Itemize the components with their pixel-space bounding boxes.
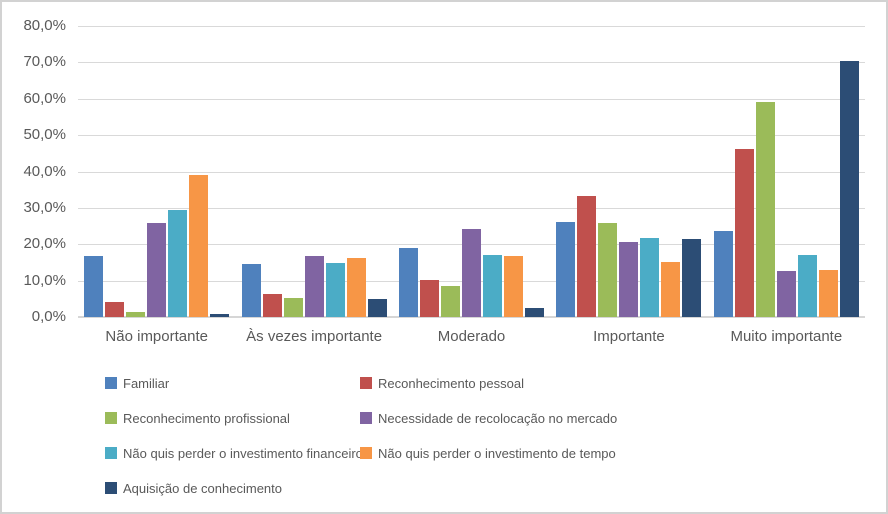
legend-item: Reconhecimento pessoal [360, 375, 617, 391]
legend-marker-icon [105, 482, 117, 494]
bar [346, 258, 366, 317]
gridline [78, 172, 865, 173]
x-axis-category-label: Não importante [105, 328, 208, 345]
bar [168, 210, 188, 317]
gridline [78, 62, 865, 63]
bar [755, 102, 775, 317]
bar [776, 271, 796, 317]
bar [84, 256, 104, 317]
gridline [78, 208, 865, 209]
y-axis-tick-label: 50,0% [23, 126, 66, 143]
bar [126, 312, 146, 317]
x-axis-category-label: Às vezes importante [246, 328, 383, 345]
bar [577, 196, 597, 317]
bar [503, 256, 523, 317]
legend-label: Reconhecimento profissional [123, 410, 290, 426]
y-axis-tick-label: 80,0% [23, 17, 66, 34]
bar [797, 255, 817, 317]
legend: Familiar Reconhecimento pessoal Reconhecim… [105, 375, 617, 496]
bar [241, 264, 261, 317]
legend-label: Não quis perder o investimento financeir… [123, 445, 363, 461]
bar [598, 223, 618, 317]
legend-item: Familiar [105, 375, 360, 391]
bar [619, 242, 639, 317]
legend-item: Necessidade de recolocação no mercado [360, 410, 617, 426]
legend-marker-icon [360, 377, 372, 389]
bar-group [78, 26, 235, 317]
bar [398, 248, 418, 317]
y-axis-tick-label: 10,0% [23, 272, 66, 289]
bar [304, 256, 324, 317]
x-axis-category-label: Moderado [437, 328, 506, 345]
legend-item: Aquisição de conhecimento [105, 480, 360, 496]
legend-label: Reconhecimento pessoal [378, 375, 524, 391]
bar [147, 223, 167, 317]
bar [640, 238, 660, 317]
bar-group [708, 26, 865, 317]
bar [262, 294, 282, 317]
legend-label: Necessidade de recolocação no mercado [378, 410, 618, 426]
bar [105, 302, 125, 317]
bar [482, 255, 502, 317]
bar [210, 314, 230, 317]
y-axis-tick-label: 0,0% [31, 308, 66, 325]
legend-marker-icon [105, 377, 117, 389]
bar [461, 229, 481, 317]
legend-marker-icon [105, 447, 117, 459]
bar [283, 298, 303, 317]
bar [367, 299, 387, 317]
bar [524, 308, 544, 317]
bar [839, 61, 859, 317]
y-axis-tick-label: 60,0% [23, 90, 66, 107]
bar [682, 239, 702, 317]
legend-item: Não quis perder o investimento financeir… [105, 445, 363, 461]
bar [818, 270, 838, 317]
x-axis-line [78, 316, 865, 318]
legend-marker-icon [105, 412, 117, 424]
gridline [78, 26, 865, 27]
legend-label: Aquisição de conhecimento [123, 480, 282, 496]
plot-area [78, 26, 865, 318]
y-axis-tick-label: 70,0% [23, 53, 66, 70]
bar [325, 263, 345, 317]
bar [661, 262, 681, 317]
gridline [78, 99, 865, 100]
bar-group [393, 26, 550, 317]
legend-item: Reconhecimento profissional [105, 410, 360, 426]
y-axis-tick-label: 30,0% [23, 199, 66, 216]
x-axis-labels: Não importante Às vezes importante Moderad… [78, 328, 865, 345]
legend-marker-icon [360, 412, 372, 424]
x-axis-category-label: Importante [593, 328, 665, 345]
bar [734, 149, 754, 317]
bar [189, 175, 209, 317]
bar-group [550, 26, 707, 317]
y-axis-tick-label: 40,0% [23, 163, 66, 180]
bar [419, 280, 439, 317]
bar [556, 222, 576, 317]
gridline [78, 135, 865, 136]
legend-label: Familiar [123, 375, 170, 391]
bar [440, 286, 460, 317]
bar [713, 231, 733, 317]
x-axis-category-label: Muito importante [730, 328, 843, 345]
legend-marker-icon [360, 447, 372, 459]
legend-label: Não quis perder o investimento de tempo [378, 445, 616, 461]
bar-group [235, 26, 392, 317]
legend-item: Não quis perder o investimento de tempo [360, 445, 617, 461]
y-axis-tick-label: 20,0% [23, 235, 66, 252]
